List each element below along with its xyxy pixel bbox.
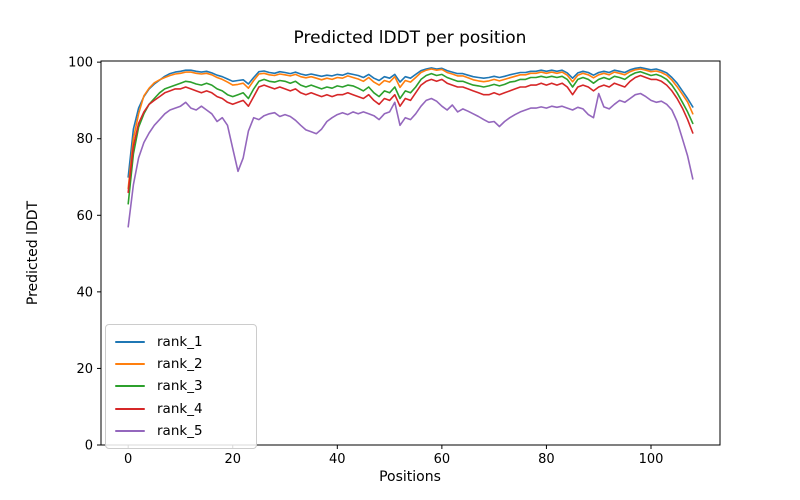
plot-lines: [127, 66, 694, 228]
legend-item-rank_4: rank_4: [115, 398, 246, 420]
y-tick-label: 0: [85, 439, 93, 454]
x-tick-label: 0: [124, 452, 132, 467]
legend-item-rank_1: rank_1: [115, 331, 246, 353]
legend: rank_1 rank_2 rank_3 rank_4 rank_5: [105, 324, 257, 449]
x-tick-label: 80: [538, 452, 555, 467]
line-rank_1: [127, 66, 694, 178]
y-tick-label: 80: [76, 132, 93, 147]
line-rank_2: [127, 68, 694, 190]
legend-swatch-rank_2: [115, 363, 145, 366]
x-tick-label: 20: [224, 452, 241, 467]
legend-swatch-rank_5: [115, 429, 145, 432]
legend-item-rank_2: rank_2: [115, 353, 246, 375]
legend-label: rank_5: [157, 422, 203, 439]
x-tick-label: 40: [329, 452, 346, 467]
legend-label: rank_3: [157, 378, 203, 395]
x-tick-label: 100: [639, 452, 664, 467]
line-rank_3: [127, 70, 694, 205]
axes: 0 20 40 60 80 100 0 20 40 60 80 100: [68, 56, 721, 467]
legend-label: rank_1: [157, 334, 203, 351]
y-tick-label: 100: [68, 56, 93, 71]
y-axis-label: Predicted lDDT: [25, 200, 41, 305]
x-axis-label: Positions: [379, 469, 441, 485]
chart-title: Predicted lDDT per position: [294, 28, 527, 48]
y-tick-label: 40: [76, 285, 93, 300]
legend-item-rank_5: rank_5: [115, 420, 246, 442]
y-tick-label: 20: [76, 362, 93, 377]
legend-swatch-rank_1: [115, 341, 145, 344]
x-tick-label: 60: [434, 452, 451, 467]
legend-swatch-rank_3: [115, 385, 145, 388]
y-tick-label: 60: [76, 209, 93, 224]
legend-item-rank_3: rank_3: [115, 375, 246, 397]
legend-label: rank_4: [157, 400, 203, 417]
plot-spines: [100, 60, 721, 446]
line-rank_4: [127, 74, 694, 194]
line-rank_5: [127, 92, 694, 228]
legend-swatch-rank_4: [115, 407, 145, 410]
legend-label: rank_2: [157, 356, 203, 373]
